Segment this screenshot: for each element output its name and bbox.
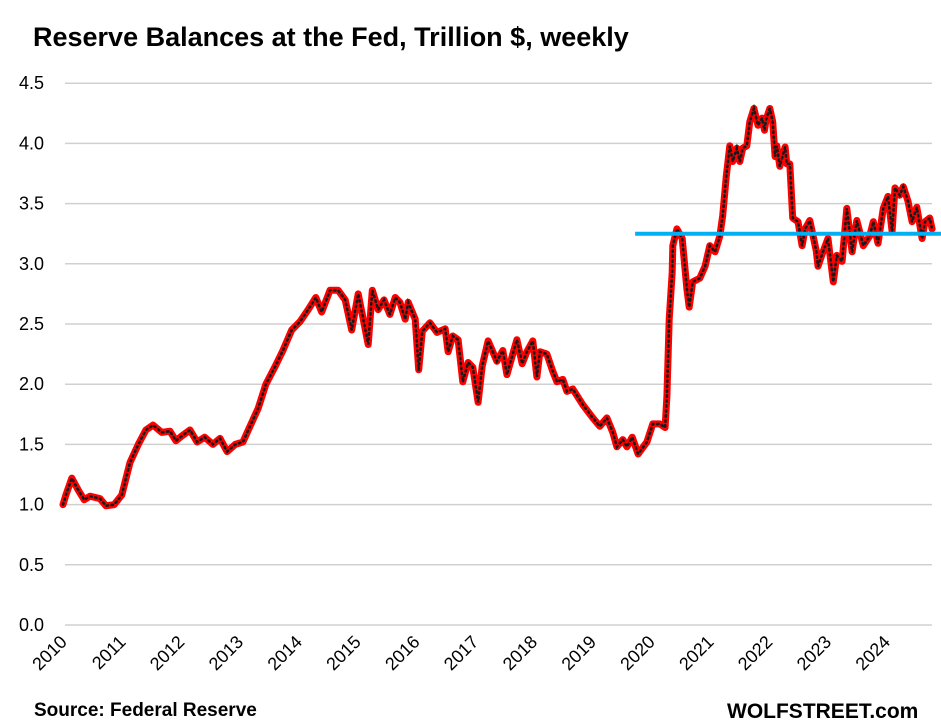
x-tick-label: 2014 bbox=[264, 632, 306, 674]
y-tick-label: 3.5 bbox=[19, 194, 44, 214]
series-line bbox=[59, 105, 936, 510]
y-tick-label: 4.0 bbox=[19, 133, 44, 153]
source-note: Source: Federal Reserve bbox=[34, 700, 257, 721]
series-layer bbox=[59, 103, 936, 510]
x-tick-label: 2023 bbox=[793, 632, 835, 674]
y-tick-label: 2.5 bbox=[19, 314, 44, 334]
gridlines bbox=[65, 82, 932, 626]
y-tick-label: 0.0 bbox=[19, 615, 44, 635]
x-tick-label: 2010 bbox=[28, 632, 70, 674]
brand-watermark: WOLFSTREET.com bbox=[727, 700, 919, 723]
x-tick-label: 2016 bbox=[381, 632, 423, 674]
y-tick-label: 0.5 bbox=[19, 555, 44, 575]
y-tick-label: 4.5 bbox=[19, 73, 44, 93]
y-axis-ticks: 0.0 0.5 1.0 1.5 2.0 2.5 3.0 3.5 4.0 4.5 bbox=[19, 73, 44, 635]
x-tick-label: 2012 bbox=[146, 632, 188, 674]
x-tick-label: 2015 bbox=[322, 632, 364, 674]
x-tick-label: 2018 bbox=[499, 632, 541, 674]
x-tick-label: 2011 bbox=[88, 632, 130, 674]
y-tick-label: 2.0 bbox=[19, 374, 44, 394]
x-tick-label: 2021 bbox=[675, 632, 717, 674]
x-tick-label: 2017 bbox=[440, 632, 482, 674]
x-tick-label: 2013 bbox=[205, 632, 247, 674]
series-markers bbox=[61, 103, 934, 508]
x-tick-label: 2024 bbox=[852, 632, 894, 674]
y-tick-label: 3.0 bbox=[19, 254, 44, 274]
x-tick-label: 2020 bbox=[616, 632, 658, 674]
x-axis-ticks: 2010 2011 2012 2013 2014 2015 2016 2017 2018 2019… bbox=[28, 632, 894, 674]
chart-title: Reserve Balances at the Fed, Trillion $,… bbox=[33, 22, 629, 52]
y-tick-label: 1.0 bbox=[19, 495, 44, 515]
x-tick-label: 2019 bbox=[558, 632, 600, 674]
y-tick-label: 1.5 bbox=[19, 434, 44, 454]
x-tick-label: 2022 bbox=[734, 632, 776, 674]
